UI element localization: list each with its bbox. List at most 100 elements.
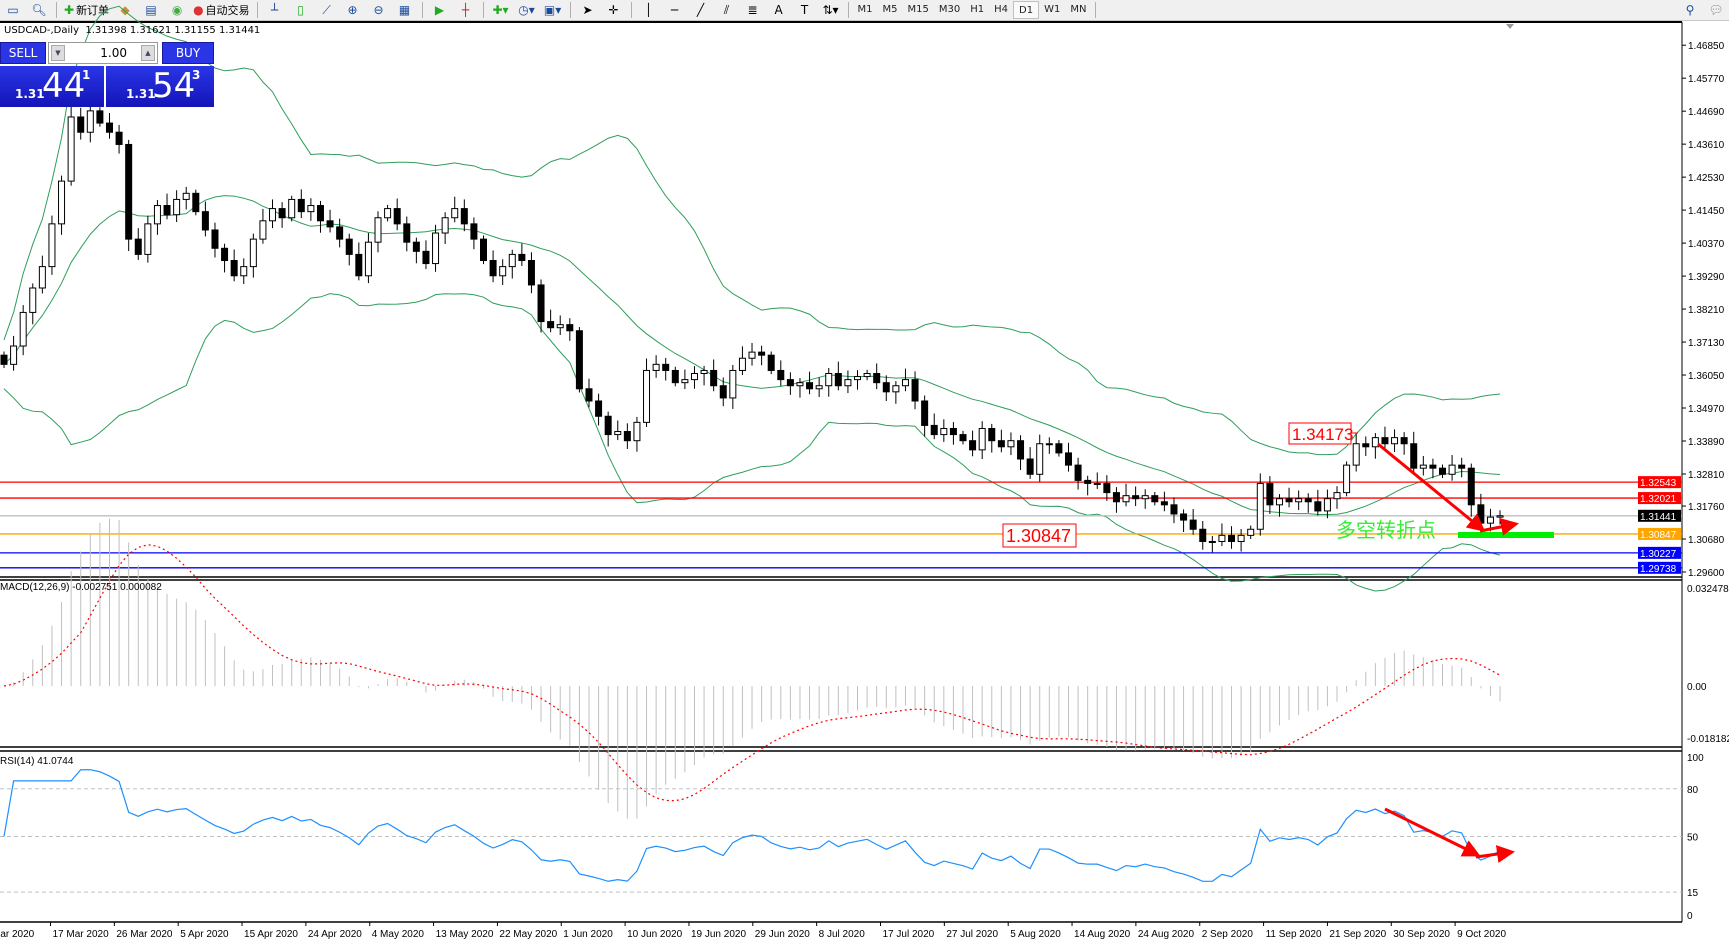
buy-price[interactable]: 1.31 54 3 (106, 66, 214, 107)
timeframe-m30[interactable]: M30 (938, 3, 961, 15)
arrows-icon[interactable]: ⇅▾ (822, 3, 839, 17)
symbol-label: USDCAD-,Daily (4, 25, 79, 36)
sell-button[interactable]: SELL (0, 42, 46, 64)
price-tick-label: 1.37130 (1688, 338, 1725, 349)
candle-bull (1036, 443, 1044, 475)
timeframe-d1[interactable]: D1 (1013, 1, 1040, 19)
price-tick-label: 1.44690 (1688, 107, 1725, 118)
lot-decrease-button[interactable]: ▼ (51, 45, 65, 61)
date-label: 22 May 2020 (499, 929, 557, 940)
price-level-badge (1638, 546, 1681, 559)
candle-bear (1381, 437, 1389, 445)
price-tick-label: 1.33890 (1688, 437, 1725, 448)
search-icon[interactable]: ⚲ (1685, 3, 1695, 17)
candle-bull (29, 287, 37, 313)
timeframe-h4[interactable]: H4 (994, 3, 1009, 15)
timeframe-w1[interactable]: W1 (1044, 3, 1061, 15)
vertical-line-icon[interactable]: │ (644, 3, 653, 17)
candle-bull (643, 369, 651, 423)
candle-bear (96, 110, 104, 124)
date-label: 4 May 2020 (372, 929, 425, 940)
price-level-label: 1.32543 (1640, 478, 1677, 489)
candle-bear (547, 321, 555, 329)
timeframe-m5[interactable]: M5 (882, 3, 898, 15)
candle-bear (345, 238, 353, 255)
new-chart-icon[interactable]: ▭ (7, 3, 19, 17)
candle-bull (1333, 492, 1341, 500)
sell-price-pips: 44 (42, 66, 86, 106)
fibonacci-icon[interactable]: ≣ (747, 3, 758, 17)
candle-bull (729, 369, 737, 399)
text-label-icon[interactable]: T (800, 3, 809, 17)
horizontal-line-icon[interactable]: ─ (670, 3, 679, 17)
timeframe-m15[interactable]: M15 (907, 3, 929, 15)
templates-icon[interactable]: ▣▾ (543, 3, 562, 17)
lot-size-input[interactable]: ▼ 1.00 ▲ (48, 42, 158, 64)
cursor-icon[interactable]: ➤ (582, 3, 593, 17)
candle-bear (1132, 495, 1140, 500)
bollinger-upper (3, 5, 1501, 456)
new-order-button[interactable]: ✚ 新订单 (64, 3, 110, 17)
candle-bull (892, 385, 900, 393)
candle-bull (1093, 482, 1101, 485)
candle-bear (336, 226, 344, 240)
candle-bull (863, 373, 871, 378)
timeframe-h1[interactable]: H1 (970, 3, 985, 15)
channel-icon[interactable]: ⫽ (723, 2, 730, 17)
candle-bear (1439, 467, 1446, 475)
candlestick-icon[interactable]: ▯ (297, 3, 304, 17)
date-label: 24 Aug 2020 (1138, 929, 1195, 940)
crosshair-icon[interactable]: ✛ (608, 3, 619, 17)
candle-bear (518, 253, 526, 262)
indicators-icon[interactable]: ✚▾ (492, 3, 509, 17)
price-tick-label: 1.38210 (1688, 305, 1725, 316)
candle-bear (949, 427, 957, 436)
zoom-in-icon[interactable]: ⊕ (347, 3, 358, 17)
chart-shift-icon[interactable]: ┼ (461, 3, 470, 17)
bar-chart-icon[interactable]: ┴ (270, 3, 279, 17)
buy-price-prefix: 1.31 (126, 87, 156, 101)
chat-icon[interactable]: 💬︎ (1708, 3, 1724, 17)
candle-bear (77, 116, 85, 133)
market-watch-icon[interactable]: ◆ (120, 3, 130, 17)
candle-bear (604, 415, 612, 436)
timeframe-mn[interactable]: MN (1070, 3, 1087, 15)
price-level-label: 1.30847 (1640, 530, 1677, 541)
price-tick-label: 1.40370 (1688, 239, 1725, 250)
auto-trading-button[interactable]: ● 自动交易 (193, 3, 250, 17)
chart-shift-marker (1506, 24, 1514, 29)
candle-bear (1160, 501, 1168, 506)
candle-bear (575, 330, 583, 390)
candle-bear (623, 431, 631, 442)
lot-increase-button[interactable]: ▲ (141, 45, 155, 61)
candle-bear (777, 369, 785, 381)
candle-bear (930, 424, 938, 436)
date-label: 27 Jul 2020 (946, 929, 998, 940)
zoom-out-icon[interactable]: ⊖ (373, 3, 384, 17)
candle-bull (748, 351, 756, 359)
navigator-icon[interactable]: ▤ (145, 3, 157, 17)
candle-bear (480, 238, 487, 262)
candle-bull (259, 220, 267, 240)
trendline-icon[interactable]: ╱ (696, 3, 705, 17)
timeframe-m1[interactable]: M1 (857, 3, 873, 15)
periods-icon[interactable]: ◷▾ (518, 3, 535, 17)
candle-bear (806, 382, 814, 390)
price-level-badge (1638, 476, 1681, 489)
candle-bear (1429, 464, 1437, 469)
price-level-label: 1.32021 (1640, 494, 1677, 505)
sell-price-prefix: 1.31 (15, 87, 45, 101)
candle-bear (834, 373, 842, 387)
auto-scroll-icon[interactable]: ▶ (434, 3, 445, 17)
candle-bull (614, 431, 622, 436)
tile-windows-icon[interactable]: ▦ (398, 3, 411, 17)
text-icon[interactable]: A (774, 3, 783, 17)
sell-price[interactable]: 1.31 44 1 (0, 66, 104, 107)
zoom-chart-icon[interactable]: 🔍︎ (31, 3, 47, 17)
candle-bear (969, 440, 977, 451)
buy-button[interactable]: BUY (162, 42, 214, 64)
price-level-label: 1.30227 (1640, 549, 1677, 560)
signals-icon[interactable]: ◉ (171, 3, 183, 17)
line-chart-icon[interactable]: ⟋ (322, 2, 331, 17)
